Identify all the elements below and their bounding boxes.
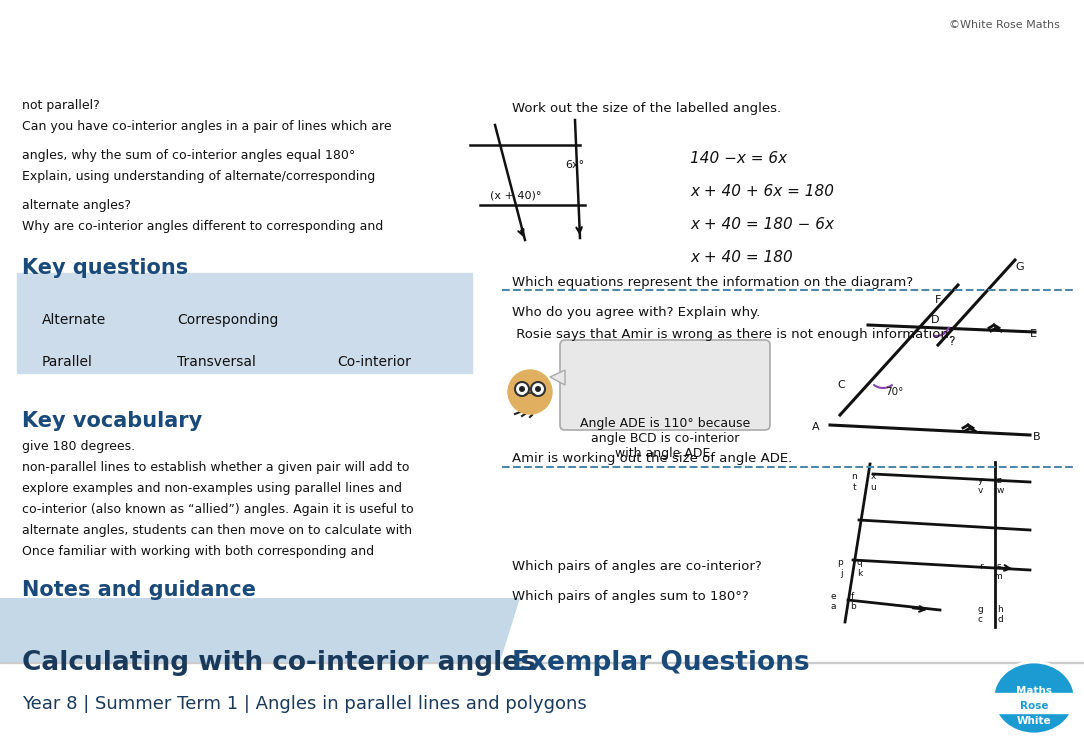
Text: B: B [1033, 432, 1041, 442]
Text: g: g [978, 605, 983, 614]
Bar [0, 662, 1084, 663]
Bar [17, 273, 472, 373]
Circle shape [519, 386, 525, 392]
Circle shape [531, 382, 545, 396]
Text: Calculating with co-interior angles: Calculating with co-interior angles [22, 650, 535, 676]
Text: Corresponding: Corresponding [177, 313, 279, 327]
Text: y: y [978, 476, 983, 485]
Polygon shape [0, 598, 520, 662]
Text: w: w [997, 486, 1005, 495]
Text: Year 8 | Summer Term 1 | Angles in parallel lines and polygons: Year 8 | Summer Term 1 | Angles in paral… [22, 695, 586, 713]
Text: Rose: Rose [1020, 701, 1048, 711]
Text: White: White [1017, 716, 1051, 726]
Polygon shape [550, 370, 565, 385]
Text: p: p [837, 558, 843, 567]
Text: explore examples and non-examples using parallel lines and: explore examples and non-examples using … [22, 482, 402, 495]
Text: Which equations represent the information on the diagram?: Which equations represent the informatio… [512, 276, 913, 289]
Text: Once familiar with working with both corresponding and: Once familiar with working with both cor… [22, 545, 374, 558]
Ellipse shape [993, 662, 1075, 734]
Text: f: f [851, 592, 854, 601]
Text: n: n [851, 472, 856, 481]
Text: 140 −x = 6x: 140 −x = 6x [691, 151, 787, 166]
Text: j: j [840, 569, 843, 578]
Text: Which pairs of angles are co-interior?: Which pairs of angles are co-interior? [512, 560, 762, 573]
Text: 70°: 70° [885, 387, 903, 397]
Text: e: e [830, 592, 837, 601]
Text: Angle ADE is 110° because
angle BCD is co-interior
with angle ADE.: Angle ADE is 110° because angle BCD is c… [580, 417, 750, 460]
Text: Exemplar Questions: Exemplar Questions [512, 650, 810, 676]
Text: Can you have co-interior angles in a pair of lines which are: Can you have co-interior angles in a pai… [22, 120, 391, 133]
Text: Co-interior: Co-interior [337, 355, 411, 369]
Text: r: r [979, 562, 983, 571]
Circle shape [508, 370, 552, 414]
Text: Rosie says that Amir is wrong as there is not enough information.: Rosie says that Amir is wrong as there i… [512, 328, 953, 341]
Text: give 180 degrees.: give 180 degrees. [22, 440, 136, 453]
Text: Explain, using understanding of alternate/corresponding: Explain, using understanding of alternat… [22, 170, 375, 183]
Text: m: m [993, 572, 1002, 581]
Text: C: C [837, 380, 844, 390]
Text: Which pairs of angles sum to 180°?: Which pairs of angles sum to 180°? [512, 590, 749, 603]
Text: co-interior (also known as “allied”) angles. Again it is useful to: co-interior (also known as “allied”) ang… [22, 503, 414, 516]
Text: x: x [870, 472, 876, 481]
Circle shape [535, 386, 541, 392]
Text: Maths: Maths [1016, 686, 1051, 696]
Text: Why are co-interior angles different to corresponding and: Why are co-interior angles different to … [22, 220, 384, 233]
Text: v: v [978, 486, 983, 495]
Text: D: D [931, 315, 940, 325]
Text: x + 40 + 6x = 180: x + 40 + 6x = 180 [691, 184, 834, 199]
Text: Key vocabulary: Key vocabulary [22, 411, 203, 431]
Text: non-parallel lines to establish whether a given pair will add to: non-parallel lines to establish whether … [22, 461, 410, 474]
Text: ?: ? [948, 335, 955, 348]
Text: Notes and guidance: Notes and guidance [22, 580, 256, 600]
Text: d: d [997, 615, 1003, 624]
Bar [993, 693, 1075, 713]
Text: Who do you agree with? Explain why.: Who do you agree with? Explain why. [512, 306, 760, 319]
Text: k: k [856, 569, 862, 578]
Text: u: u [870, 483, 876, 492]
Circle shape [515, 382, 529, 396]
Text: a: a [831, 602, 837, 611]
Text: x + 40 = 180: x + 40 = 180 [691, 250, 792, 265]
Text: F: F [935, 295, 941, 305]
Text: b: b [851, 602, 856, 611]
Text: Amir is working out the size of angle ADE.: Amir is working out the size of angle AD… [512, 452, 792, 465]
Text: (x + 40)°: (x + 40)° [490, 190, 541, 200]
Text: 6x°: 6x° [565, 160, 584, 170]
Text: Key questions: Key questions [22, 258, 189, 278]
Text: z: z [997, 476, 1002, 485]
Text: h: h [997, 605, 1003, 614]
Text: x + 40 = 180 − 6x: x + 40 = 180 − 6x [691, 217, 834, 232]
Text: Work out the size of the labelled angles.: Work out the size of the labelled angles… [512, 102, 782, 115]
Text: Parallel: Parallel [42, 355, 93, 369]
Text: ©White Rose Maths: ©White Rose Maths [950, 20, 1060, 30]
Text: Alternate: Alternate [42, 313, 106, 327]
Text: not parallel?: not parallel? [22, 99, 100, 112]
Text: angles, why the sum of co-interior angles equal 180°: angles, why the sum of co-interior angle… [22, 149, 356, 162]
FancyBboxPatch shape [560, 340, 770, 430]
Text: Transversal: Transversal [177, 355, 256, 369]
Text: alternate angles, students can then move on to calculate with: alternate angles, students can then move… [22, 524, 412, 537]
Text: A: A [812, 422, 820, 432]
Text: t: t [853, 483, 856, 492]
Text: E: E [1030, 329, 1037, 339]
Text: alternate angles?: alternate angles? [22, 199, 131, 212]
Text: s: s [997, 562, 1002, 571]
Text: q: q [856, 558, 863, 567]
Text: c: c [978, 615, 983, 624]
Text: G: G [1015, 262, 1023, 272]
